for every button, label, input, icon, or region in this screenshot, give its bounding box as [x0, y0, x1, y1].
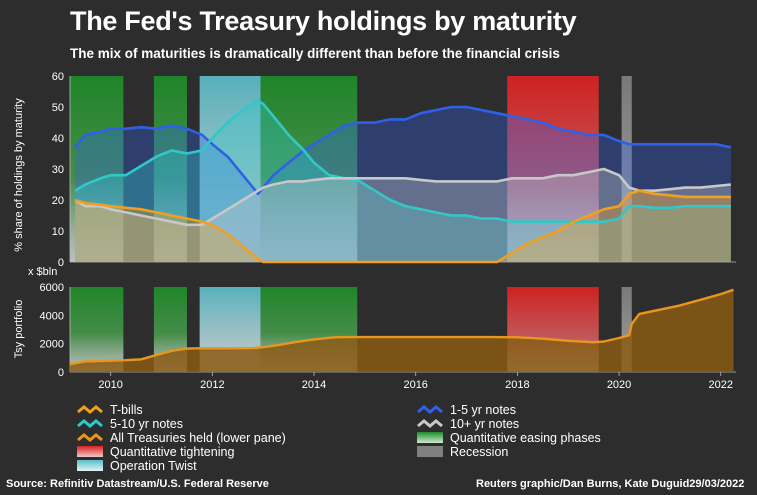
x-tick-2014: 2014: [302, 379, 326, 391]
band-top-recession-5: [621, 76, 632, 262]
chart-subtitle: The mix of maturities is dramatically di…: [70, 46, 560, 61]
legend-label-all-treasuries: All Treasuries held (lower pane): [110, 431, 286, 445]
legend-label-10plus: 10+ yr notes: [450, 417, 520, 431]
legend-label-qe: Quantitative easing phases: [450, 431, 601, 445]
x-tick-2010: 2010: [98, 379, 122, 391]
band-top-operation-twist-2: [199, 76, 261, 262]
y-tick-top-30: 30: [52, 164, 64, 176]
x-tick-2022: 2022: [709, 379, 733, 391]
chart-title: The Fed's Treasury holdings by maturity: [70, 6, 577, 36]
line-10-yr-notes: [74, 167, 732, 227]
y-tick-top-50: 50: [52, 102, 64, 114]
y-tick-bottom-2000: 2000: [40, 339, 64, 351]
legend-swatch-recession: [417, 446, 443, 457]
line-all-treasuries: [69, 288, 734, 366]
band-top-quantitative-easing-phases-1: [153, 76, 187, 262]
band-top-quantitative-easing-phases-0: [70, 76, 124, 262]
legend-label-recession: Recession: [450, 445, 509, 459]
band-bottom-recession-5: [621, 287, 632, 372]
legend-swatch-qe: [417, 432, 443, 443]
legend-swatch-all-treasuries: [77, 433, 103, 442]
line-1-5-yr-notes: [74, 105, 732, 196]
x-tick-2020: 2020: [607, 379, 631, 391]
area-all-treasuries: [70, 289, 734, 372]
y-axis-label-bottom: Tsy portfolio: [13, 300, 25, 359]
area-10-yr-notes: [75, 169, 731, 262]
y-tick-top-60: 60: [52, 71, 64, 83]
area-1-5-yr-notes: [75, 107, 731, 262]
line-5-10-yr-notes: [74, 99, 731, 223]
source-note: Source: Refinitiv Datastream/U.S. Federa…: [6, 478, 269, 490]
band-top-quantitative-easing-phases-3: [260, 76, 358, 262]
y-tick-bottom-4000: 4000: [40, 310, 64, 322]
band-top-quantitative-tightening-4: [507, 76, 599, 262]
series-top: [74, 99, 732, 264]
y-axis-label-top: % share of holdings by maturity: [13, 98, 25, 252]
y-tick-top-0: 0: [58, 257, 64, 269]
unit-label: x $bln: [28, 266, 57, 278]
series-bottom: [69, 288, 734, 372]
legend-swatch-twist: [77, 460, 103, 471]
legend-label-tbills: T-bills: [110, 403, 143, 417]
legend-label-qt: Quantitative tightening: [110, 445, 235, 459]
legend-label-1-5yr: 1-5 yr notes: [450, 403, 517, 417]
legend-label-twist: Operation Twist: [110, 459, 197, 473]
legend-label-5-10yr: 5-10 yr notes: [110, 417, 183, 431]
line-t-bills: [74, 189, 731, 264]
y-tick-top-40: 40: [52, 133, 64, 145]
y-tick-bottom-0: 0: [58, 367, 64, 379]
x-tick-2012: 2012: [200, 379, 224, 391]
legend-swatch-tbills: [77, 405, 103, 414]
legend-swatch-1-5yr: [417, 405, 443, 414]
band-bottom-quantitative-easing-phases-0: [70, 287, 124, 372]
legend-swatch-10plus: [417, 419, 443, 428]
x-tick-2016: 2016: [403, 379, 427, 391]
legend-swatch-qt: [77, 446, 103, 457]
y-tick-bottom-6000: 6000: [40, 282, 64, 294]
credit-note: Reuters graphic/Dan Burns, Kate Duguid29…: [476, 478, 745, 490]
x-tick-2018: 2018: [505, 379, 529, 391]
legend-swatch-5-10yr: [77, 419, 103, 428]
y-tick-top-20: 20: [52, 195, 64, 207]
y-tick-top-10: 10: [52, 226, 64, 238]
chart-svg: 0 10 20 30 40 50 60 0 2000 4000 6000 2010 2012 2014 20…: [13, 71, 736, 391]
shaded-periods-top: [70, 76, 632, 262]
